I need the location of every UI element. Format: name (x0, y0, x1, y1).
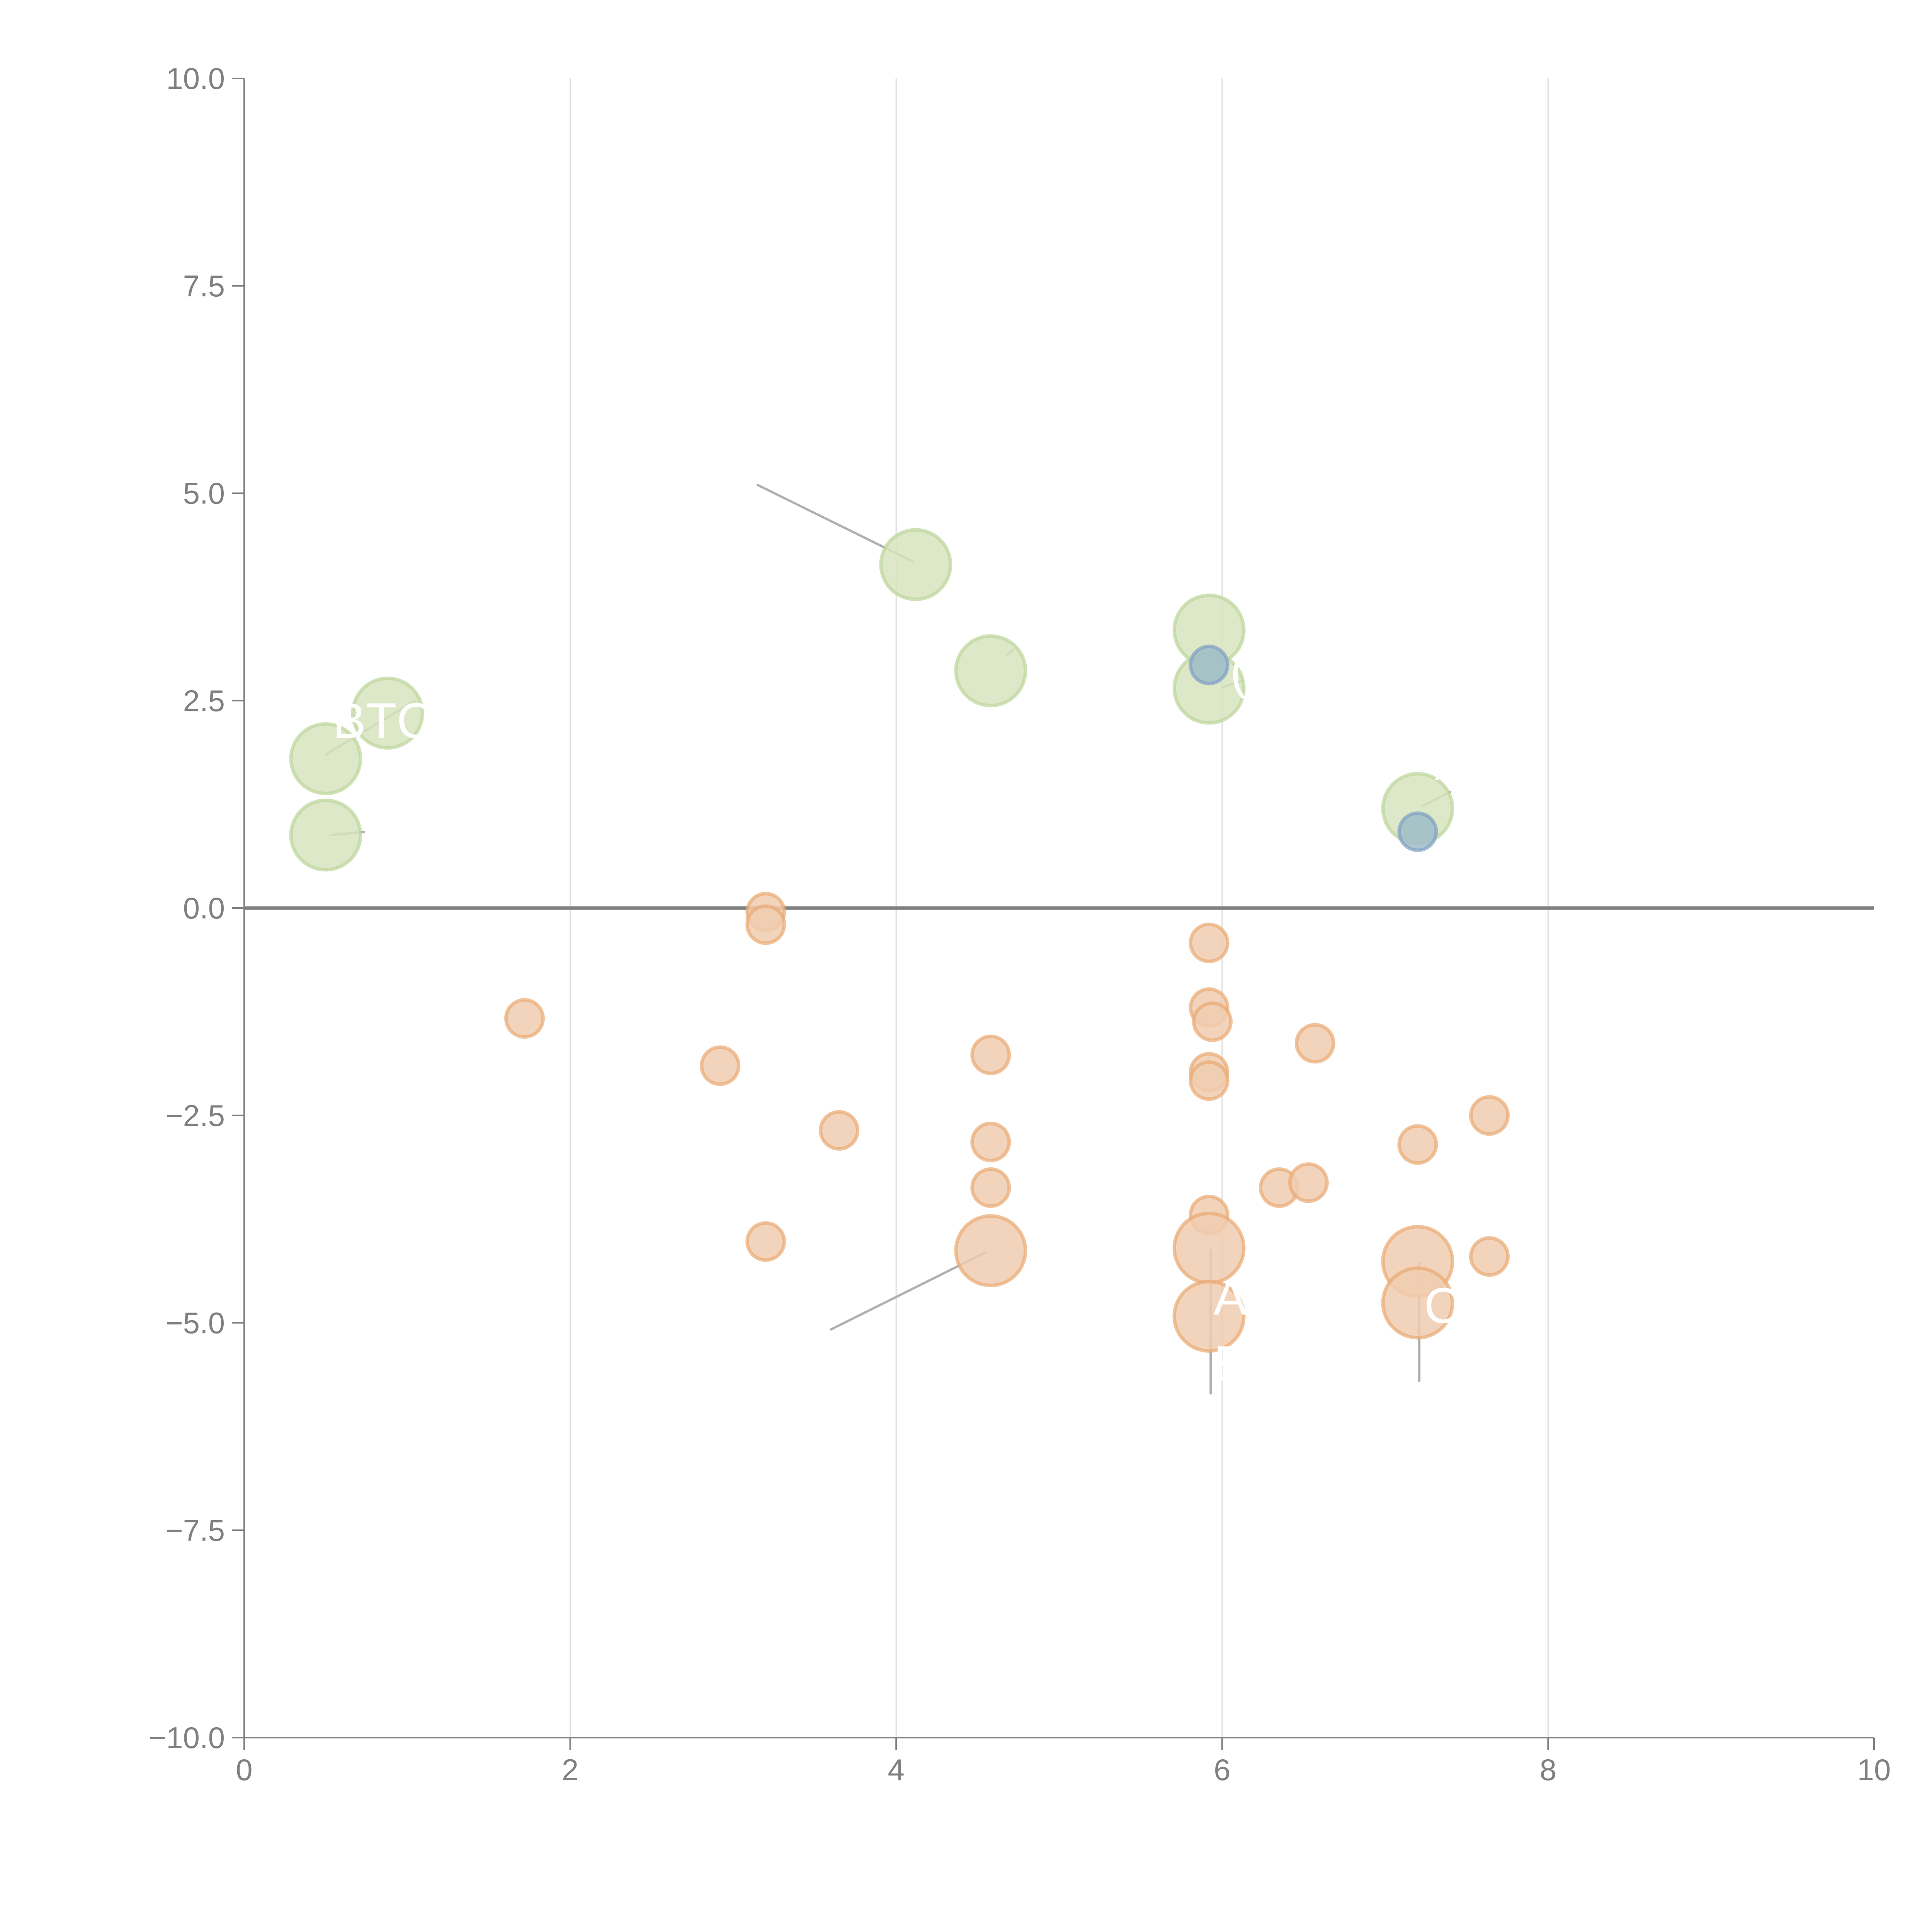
y-tick-label: 0.0 (183, 891, 225, 925)
annotation-leader-lines (324, 484, 1452, 1395)
bubble-negative-small (1189, 1060, 1230, 1101)
annotation-label: / (1435, 734, 1449, 790)
y-tick-label: 2.5 (183, 684, 225, 718)
x-tick-label: 4 (888, 1753, 905, 1787)
x-tick-label: 8 (1540, 1753, 1556, 1787)
bubble-negative-small (745, 904, 786, 945)
bubble-neutral (1397, 811, 1438, 852)
y-tick-label: −5.0 (165, 1306, 225, 1340)
bubble-negative-small (1189, 922, 1230, 963)
bubble-negative-small (970, 1167, 1011, 1208)
bubble-negative-small (1469, 1095, 1510, 1136)
x-tick-label: 2 (562, 1753, 578, 1787)
annotation-label: A (1214, 1269, 1247, 1325)
annotation-label: BTC (333, 692, 433, 749)
bubble-negative-small (700, 1045, 741, 1086)
annotation-label: E (1214, 1335, 1247, 1392)
x-tick-label: 0 (236, 1753, 252, 1787)
bubble-positive (351, 676, 424, 750)
y-tick-label: 5.0 (183, 476, 225, 510)
bubble-neutral (1189, 645, 1230, 685)
annotation-label: L (361, 792, 388, 849)
bubble-negative-large (954, 1214, 1027, 1287)
x-tick-label: 6 (1214, 1753, 1230, 1787)
bubble-negative-small (1192, 1001, 1233, 1042)
bubbles (289, 528, 1510, 1353)
bubble-positive (954, 634, 1027, 707)
annotation-label: ( (1230, 643, 1247, 699)
bubble-negative-small (1288, 1162, 1329, 1203)
bubble-positive (289, 722, 362, 796)
y-tick-label: −7.5 (165, 1513, 225, 1547)
bubble-negative-small (970, 1121, 1011, 1162)
y-tick-label: −10.0 (149, 1721, 225, 1755)
y-tick-label: 7.5 (183, 269, 225, 303)
bubble-positive (879, 528, 952, 601)
bubble-negative-small (1294, 1023, 1335, 1064)
bubble-negative-small (1397, 1124, 1438, 1165)
x-tick-label: 10 (1857, 1753, 1891, 1787)
y-tick-label: 10.0 (166, 61, 225, 95)
bubble-negative-large (1172, 1279, 1246, 1353)
y-tick-label: −2.5 (165, 1099, 225, 1133)
annotation-label: C (1424, 1277, 1460, 1334)
bubble-negative-small (819, 1110, 860, 1151)
bubble-positive (289, 798, 362, 872)
axes: 0 2 4 6 8 10 10.0 7.5 5.0 2.5 0.0 −2.5 −5.0 −7.5 −10.0 (149, 61, 1891, 1787)
annotation-labels: BTC L ( / AE C (333, 643, 1461, 1392)
bubble-negative-small (745, 1221, 786, 1262)
bubble-negative-small (504, 998, 545, 1039)
bubble-negative-large (1381, 1266, 1454, 1340)
bubble-negative-small (1469, 1236, 1510, 1277)
bubble-negative-small (970, 1034, 1011, 1075)
